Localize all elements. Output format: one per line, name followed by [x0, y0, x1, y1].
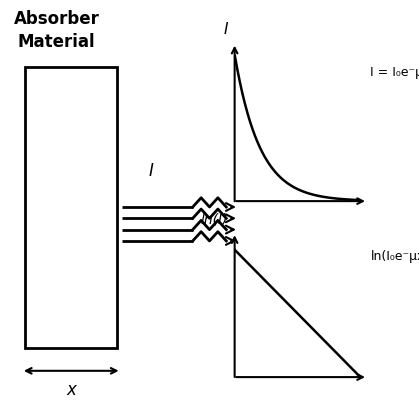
Text: ln(I₀e⁻μx: ln(I₀e⁻μx: [370, 250, 419, 263]
Text: Absorber
Material: Absorber Material: [14, 10, 99, 51]
Bar: [25, 67, 117, 348]
Text: I = I₀e⁻μx: I = I₀e⁻μx: [370, 66, 419, 79]
Text: ln(I): ln(I): [201, 213, 228, 227]
Text: I: I: [224, 22, 228, 37]
Text: x: x: [66, 381, 76, 399]
Text: I: I: [148, 162, 153, 180]
